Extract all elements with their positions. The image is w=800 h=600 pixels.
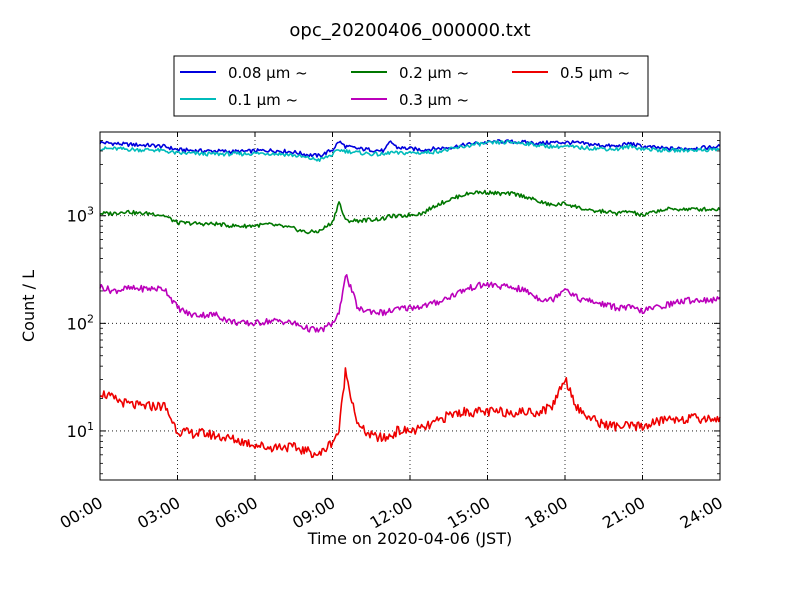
legend-label: 0.2 μm ~ [399, 64, 469, 82]
x-tick-label: 21:00 [599, 493, 648, 533]
x-tick-label: 09:00 [289, 493, 338, 533]
x-axis-label: Time on 2020-04-06 (JST) [307, 529, 512, 548]
chart-title: opc_20200406_000000.txt [289, 20, 530, 41]
series-line [99, 139, 721, 158]
legend: 0.08 μm ~ 0.1 μm ~ 0.2 μm ~ 0.3 μm ~ 0.5 μm … [173, 55, 649, 117]
legend-label: 0.3 μm ~ [399, 91, 469, 109]
y-tick-label-base: 10 [67, 207, 87, 226]
x-tick-label: 15:00 [444, 493, 493, 533]
x-tick-label: 18:00 [522, 493, 571, 533]
y-tick-label-base: 10 [67, 314, 87, 333]
x-tick-label: 12:00 [367, 493, 416, 533]
y-tick-label: 101 [67, 420, 94, 441]
legend-label: 0.08 μm ~ [228, 64, 308, 82]
legend-box [173, 55, 649, 117]
y-tick-label-exponent: 1 [87, 420, 94, 433]
y-tick-label-exponent: 2 [87, 312, 94, 325]
x-tick-label: 06:00 [212, 493, 261, 533]
y-tick-label-exponent: 3 [87, 205, 94, 218]
y-tick-label-base: 10 [67, 422, 87, 441]
legend-label: 0.5 μm ~ [560, 64, 630, 82]
series-line [99, 273, 721, 333]
y-tick-label: 102 [67, 312, 94, 333]
axes-layer: 00:00 03:00 06:00 09:00 12:00 15:00 18:00 21:00… [57, 131, 726, 533]
y-axis-label: Count / L [19, 270, 38, 342]
x-tick-label: 24:00 [677, 493, 726, 533]
series-layer [99, 139, 721, 459]
series-line [99, 367, 721, 459]
series-line [99, 140, 721, 162]
series-line [99, 189, 721, 235]
x-tick-label: 00:00 [57, 493, 106, 533]
y-tick-label: 103 [67, 205, 94, 226]
x-tick-label: 03:00 [134, 493, 183, 533]
legend-label: 0.1 μm ~ [228, 91, 298, 109]
